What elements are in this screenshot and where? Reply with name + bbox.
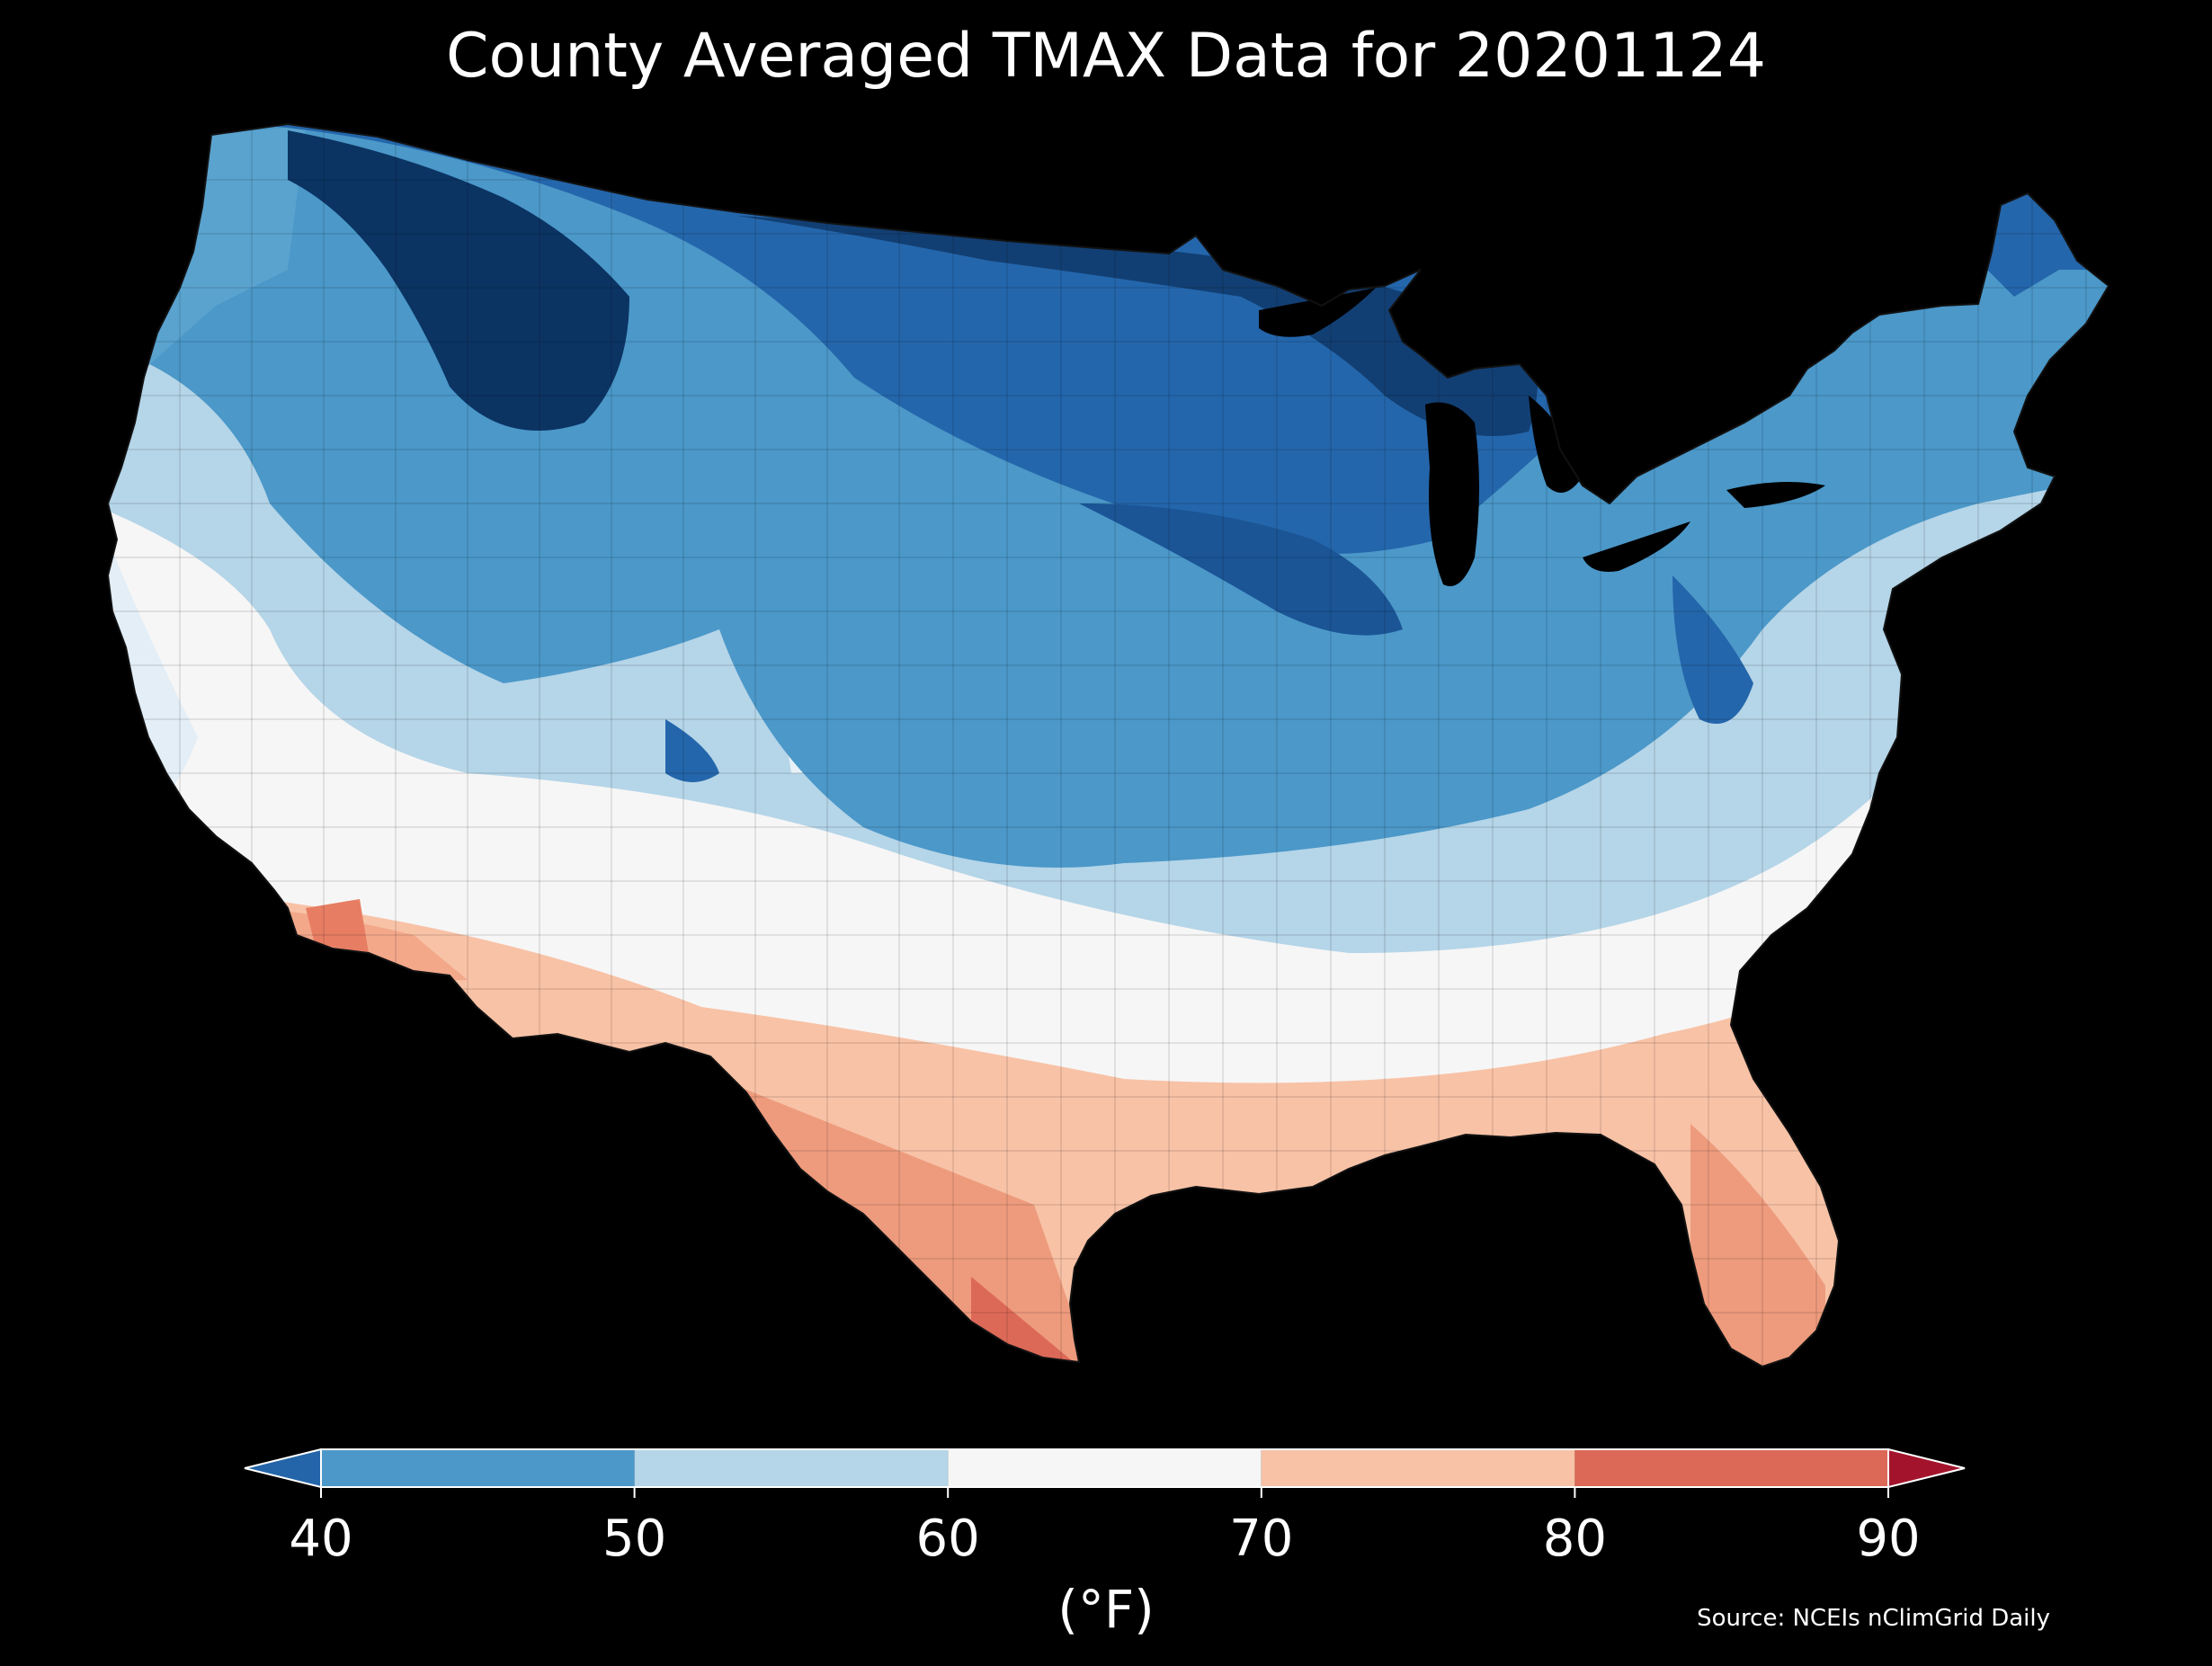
colorbar-label: (°F) — [1057, 1579, 1155, 1640]
lake-huron — [1529, 396, 1583, 493]
colorbar-tick-label-60: 60 — [915, 1510, 980, 1568]
northern-rockies-very-cold — [288, 130, 629, 431]
colorbar-bin-50-60 — [634, 1449, 949, 1487]
lake-superior — [1259, 288, 1376, 337]
colorbar-bin-80-90 — [1574, 1449, 1888, 1487]
desert-hot-spot — [306, 899, 369, 953]
colorbar-frame — [320, 1448, 1889, 1488]
south-florida-warm-region — [1690, 1124, 1825, 1367]
appalachian-cold — [1672, 575, 1753, 724]
colorbar-over-arrow — [1887, 1448, 1966, 1489]
colorbar-tick-label-80: 80 — [1542, 1510, 1608, 1568]
colorbar-bin-60-70 — [948, 1449, 1262, 1487]
map-title: County Averaged TMAX Data for 20201124 — [446, 21, 1766, 92]
lake-michigan — [1425, 402, 1479, 586]
colorbar-tick-label-50: 50 — [602, 1510, 667, 1568]
midwest-cold-core — [1079, 503, 1403, 636]
colorbar-bin-70-80 — [1261, 1449, 1575, 1487]
colorbar-tick-label-70: 70 — [1229, 1510, 1294, 1568]
colorbar-bin-40-50 — [321, 1449, 635, 1487]
source-note: Source: NCEIs nClimGrid Daily — [1697, 1605, 2050, 1632]
colorbar-under-arrow — [244, 1448, 322, 1489]
lake-ontario — [1726, 482, 1825, 508]
colorado-rockies-cold — [665, 719, 719, 782]
colorbar-tick-label-90: 90 — [1856, 1510, 1921, 1568]
maine-cold — [1987, 198, 2059, 297]
lake-erie — [1583, 521, 1690, 572]
colorbar-tick-label-40: 40 — [289, 1510, 353, 1568]
